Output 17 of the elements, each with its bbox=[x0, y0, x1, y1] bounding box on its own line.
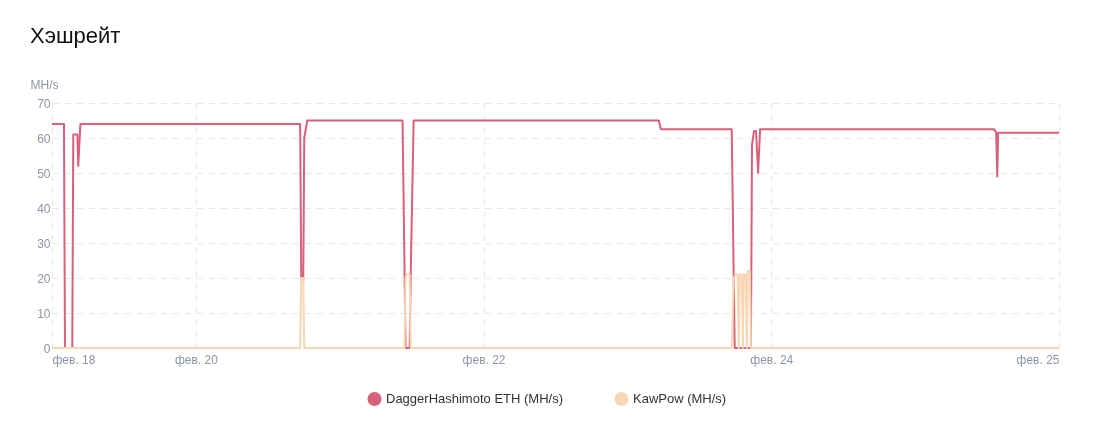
y-tick-label: 70 bbox=[37, 96, 51, 111]
y-tick-label: 30 bbox=[37, 236, 51, 251]
y-tick-label: 40 bbox=[37, 201, 51, 216]
x-tick-label: фев. 25 bbox=[1016, 352, 1060, 367]
x-tick-label: фев. 20 bbox=[174, 352, 219, 367]
y-tick-label: 10 bbox=[37, 306, 51, 321]
y-tick-label: 50 bbox=[37, 166, 51, 181]
y-axis-title: MH/s bbox=[30, 77, 59, 92]
y-tick-label: 60 bbox=[37, 131, 51, 146]
legend-label: KawPow (MH/s) bbox=[633, 390, 727, 406]
x-tick-label: фев. 24 bbox=[750, 352, 794, 367]
legend-label: DaggerHashimoto ETH (MH/s) bbox=[386, 390, 563, 406]
x-tick-label: фев. 22 bbox=[462, 352, 506, 367]
chart-title: Хэшрейт bbox=[30, 23, 121, 48]
y-tick-label: 20 bbox=[37, 271, 51, 286]
y-tick-label: 0 bbox=[43, 341, 51, 356]
x-tick-label: фев. 18 bbox=[52, 352, 96, 367]
